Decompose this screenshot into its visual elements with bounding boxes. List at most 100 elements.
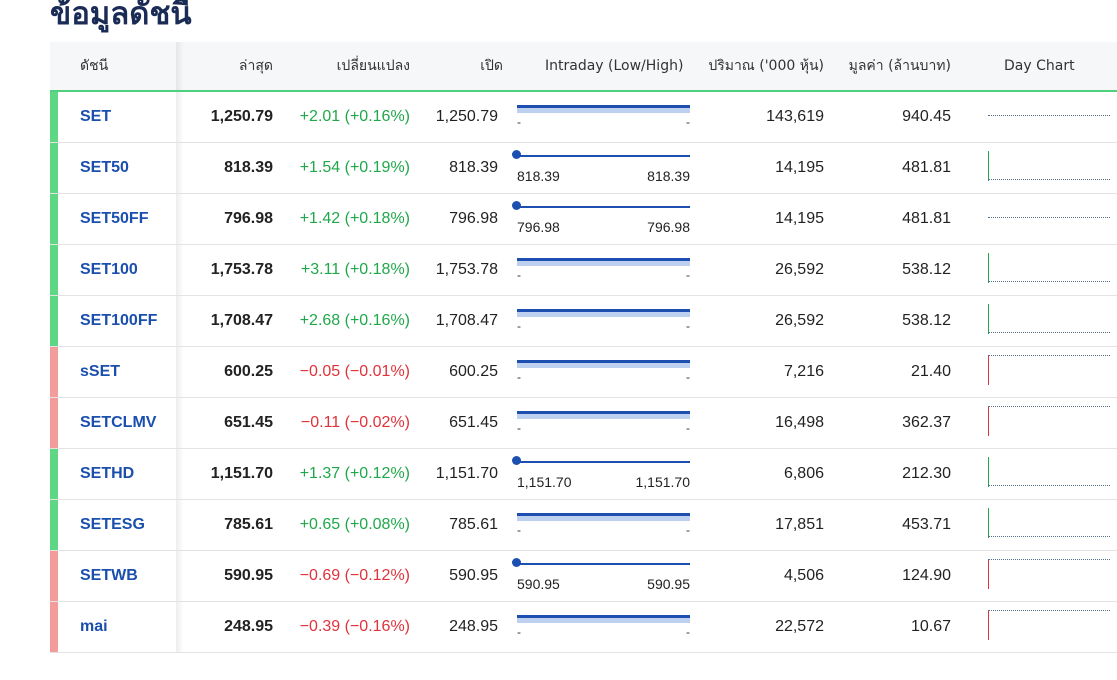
trade-value: 481.81 <box>902 210 951 227</box>
index-name-link[interactable]: SETHD <box>80 465 135 482</box>
trend-indicator-bar <box>50 449 58 499</box>
header-change[interactable]: เปลี่ยนแปลง <box>336 58 410 74</box>
header-open[interactable]: เปิด <box>480 58 503 74</box>
price-change: −0.69 (−0.12%) <box>299 567 410 584</box>
table-row[interactable]: SET100 1,753.78 +3.11 (+0.18%) 1,753.78- -26… <box>50 245 1117 296</box>
header-intraday[interactable]: Intraday (Low/High) <box>545 58 684 74</box>
intraday-range: -- <box>517 92 690 142</box>
day-chart[interactable] <box>988 398 1110 448</box>
intraday-marker-dot <box>512 201 521 210</box>
intraday-range: -- <box>517 347 690 397</box>
day-chart-line <box>988 559 1110 560</box>
day-chart[interactable] <box>988 194 1110 244</box>
day-chart[interactable] <box>988 143 1110 193</box>
open-price: 651.45 <box>449 414 498 431</box>
open-price: 248.95 <box>449 618 498 635</box>
table-row[interactable]: sSET 600.25 −0.05 (−0.01%) 600.25- -7,216 21.… <box>50 347 1117 398</box>
index-name-link[interactable]: SET50 <box>80 159 129 176</box>
trade-value: 453.71 <box>902 516 951 533</box>
day-chart-line <box>988 406 1110 407</box>
price-change: +1.37 (+0.12%) <box>299 465 410 482</box>
table-row[interactable]: SET100FF 1,708.47 +2.68 (+0.16%) 1,708.47- -… <box>50 296 1117 347</box>
day-chart-spike <box>988 151 989 181</box>
column-divider-shadow <box>176 500 184 550</box>
intraday-low: - <box>517 319 521 333</box>
day-chart[interactable] <box>988 245 1110 295</box>
intraday-low: - <box>517 268 521 282</box>
trend-indicator-bar <box>50 602 58 652</box>
intraday-low: 1,151.70 <box>517 474 572 490</box>
intraday-high: - <box>686 421 690 435</box>
trend-indicator-bar <box>50 551 58 601</box>
column-divider-shadow <box>176 347 184 397</box>
table-row[interactable]: SETCLMV 651.45 −0.11 (−0.02%) 651.45- -16,49… <box>50 398 1117 449</box>
index-name-link[interactable]: SETWB <box>80 567 138 584</box>
column-divider-shadow <box>176 42 184 90</box>
intraday-high: - <box>686 523 690 537</box>
intraday-range-line <box>517 155 690 157</box>
table-row[interactable]: SET 1,250.79 +2.01 (+0.16%) 1,250.79- -143,6… <box>50 92 1117 143</box>
intraday-range: 1,151.70 1,151.70 <box>512 449 690 499</box>
intraday-range: -- <box>517 500 690 550</box>
header-volume[interactable]: ปริมาณ ('000 หุ้น) <box>708 58 824 74</box>
index-name-link[interactable]: SET100 <box>80 261 138 278</box>
intraday-range: -- <box>517 398 690 448</box>
last-price: 796.98 <box>224 210 273 227</box>
intraday-range: -- <box>517 602 690 652</box>
intraday-range-bar <box>517 615 690 623</box>
last-price: 248.95 <box>224 618 273 635</box>
table-row[interactable]: SETWB 590.95 −0.69 (−0.12%) 590.95 590.95 590… <box>50 551 1117 602</box>
intraday-range: 590.95 590.95 <box>512 551 690 601</box>
table-row[interactable]: SETESG 785.61 +0.65 (+0.08%) 785.61- -17,851… <box>50 500 1117 551</box>
column-divider-shadow <box>176 602 184 652</box>
index-name-link[interactable]: sSET <box>80 363 121 380</box>
intraday-high: 818.39 <box>647 168 690 184</box>
index-name-link[interactable]: SETCLMV <box>80 414 157 431</box>
volume-value: 6,806 <box>783 465 824 482</box>
header-last[interactable]: ล่าสุด <box>238 58 273 74</box>
volume-value: 143,619 <box>766 108 824 125</box>
day-chart[interactable] <box>988 92 1110 142</box>
day-chart[interactable] <box>988 551 1110 601</box>
volume-value: 7,216 <box>783 363 824 380</box>
day-chart[interactable] <box>988 602 1110 652</box>
day-chart-line <box>988 179 1110 180</box>
day-chart[interactable] <box>988 449 1110 499</box>
day-chart-line <box>988 332 1110 333</box>
last-price: 590.95 <box>224 567 273 584</box>
intraday-range-bar <box>517 105 690 113</box>
open-price: 818.39 <box>449 159 498 176</box>
trade-value: 212.30 <box>902 465 951 482</box>
day-chart-spike <box>988 304 989 334</box>
header-value[interactable]: มูลค่า (ล้านบาท) <box>848 58 951 74</box>
open-price: 590.95 <box>449 567 498 584</box>
open-price: 1,151.70 <box>435 465 498 482</box>
column-divider-shadow <box>176 245 184 295</box>
day-chart-line <box>988 115 1110 116</box>
table-row[interactable]: SET50 818.39 +1.54 (+0.19%) 818.39 818.39 818… <box>50 143 1117 194</box>
table-row[interactable]: SETHD 1,151.70 +1.37 (+0.12%) 1,151.70 1,151… <box>50 449 1117 500</box>
table-row[interactable]: SET50FF 796.98 +1.42 (+0.18%) 796.98 796.98 7… <box>50 194 1117 245</box>
intraday-high: 796.98 <box>647 219 690 235</box>
trend-indicator-bar <box>50 296 58 346</box>
index-name-link[interactable]: SETESG <box>80 516 145 533</box>
column-divider-shadow <box>176 551 184 601</box>
day-chart-line <box>988 355 1110 356</box>
header-index[interactable]: ดัชนี <box>80 58 109 74</box>
day-chart-line <box>988 485 1110 486</box>
day-chart[interactable] <box>988 296 1110 346</box>
volume-value: 16,498 <box>775 414 824 431</box>
day-chart[interactable] <box>988 347 1110 397</box>
index-name-link[interactable]: mai <box>80 618 108 635</box>
index-name-link[interactable]: SET <box>80 108 112 125</box>
index-name-link[interactable]: SET50FF <box>80 210 149 227</box>
last-price: 1,151.70 <box>210 465 273 482</box>
price-change: +2.01 (+0.16%) <box>299 108 410 125</box>
table-row[interactable]: mai 248.95 −0.39 (−0.16%) 248.95- -22,572 10.… <box>50 602 1117 653</box>
trade-value: 481.81 <box>902 159 951 176</box>
open-price: 785.61 <box>449 516 498 533</box>
index-name-link[interactable]: SET100FF <box>80 312 158 329</box>
intraday-marker-dot <box>512 456 521 465</box>
volume-value: 26,592 <box>775 312 824 329</box>
day-chart[interactable] <box>988 500 1110 550</box>
